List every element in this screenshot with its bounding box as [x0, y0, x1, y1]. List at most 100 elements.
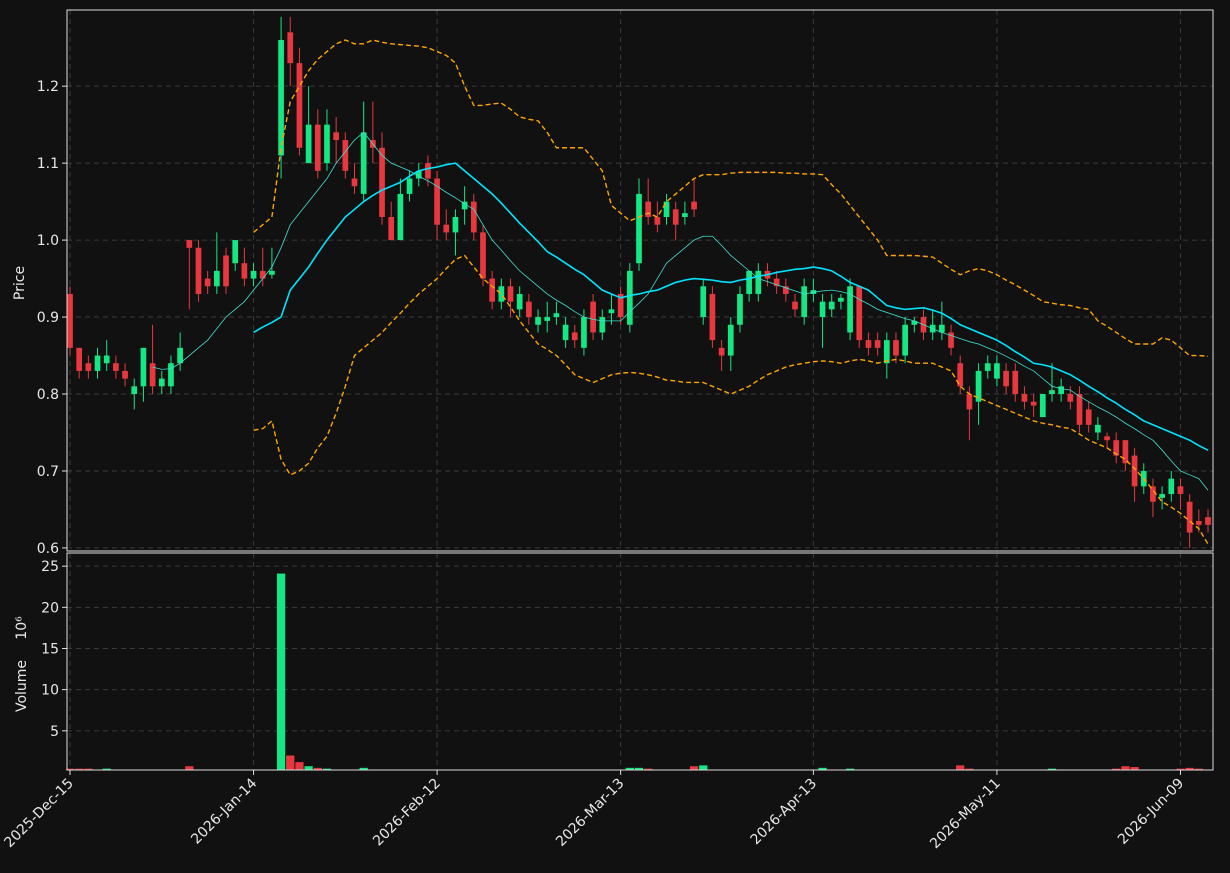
candle-body	[113, 363, 119, 371]
candle-body	[406, 178, 413, 194]
candle-body	[1058, 386, 1065, 395]
candle-body	[966, 394, 973, 410]
y-tick-label: 1.1	[37, 156, 59, 172]
candle-body	[1104, 436, 1110, 441]
candle-body	[645, 201, 652, 218]
candle-body	[314, 124, 321, 171]
candle-body	[553, 313, 560, 318]
candle-body	[296, 63, 303, 148]
candle-body	[1039, 394, 1046, 418]
candle-body	[700, 286, 707, 318]
candle-body	[269, 270, 275, 275]
candle-body	[177, 347, 183, 364]
candle-body	[856, 286, 863, 341]
candle-body	[333, 132, 339, 141]
candle-body	[902, 324, 908, 356]
volume-bar	[644, 768, 653, 770]
candle-body	[819, 301, 826, 318]
candle-body	[452, 217, 459, 233]
candle-body	[1168, 478, 1175, 495]
candle-body	[434, 178, 440, 225]
candle-body	[571, 332, 578, 341]
candle-body	[608, 309, 615, 314]
candle-body	[590, 301, 596, 333]
candle-body	[975, 370, 982, 402]
candle-body	[360, 132, 367, 194]
candle-body	[617, 293, 624, 318]
marks-layer	[65, 16, 1213, 770]
candle-body	[379, 147, 385, 218]
volume-bar	[185, 766, 194, 770]
candle-body	[259, 270, 266, 279]
candle-body	[461, 201, 468, 210]
volume-y-tick-label: 15	[41, 641, 59, 657]
candle-body	[581, 317, 587, 348]
candle-body	[544, 317, 551, 321]
candle-body	[443, 224, 450, 233]
candle-body	[1186, 501, 1193, 533]
candle-body	[1085, 409, 1092, 425]
candle-body	[654, 217, 661, 225]
volume-bar	[956, 765, 965, 770]
volume-bar	[102, 768, 111, 770]
candle-body	[727, 324, 734, 356]
volume-bar	[84, 768, 93, 770]
price-axis-label: Price	[12, 266, 28, 300]
y-tick-label: 0.9	[37, 310, 59, 326]
volume-panel-frame	[66, 552, 1214, 771]
candle-body	[782, 286, 789, 294]
indicator-line	[253, 162, 1209, 451]
candle-body	[131, 386, 138, 395]
candle-body	[516, 293, 523, 310]
volume-bar	[75, 768, 84, 770]
candle-body	[994, 363, 1000, 379]
candle-body	[232, 240, 239, 264]
candle-body	[1021, 394, 1028, 402]
candle-body	[1205, 517, 1211, 525]
volume-bar	[1194, 768, 1203, 770]
candle-body	[480, 232, 486, 279]
candle-body	[85, 363, 92, 371]
candle-body	[1067, 394, 1074, 402]
volume-bar	[634, 767, 644, 770]
candle-body	[158, 378, 165, 387]
volume-bar	[65, 768, 75, 770]
candle-body	[1113, 440, 1120, 456]
candle-body	[626, 270, 633, 325]
volume-bar	[699, 765, 708, 770]
candle-body	[663, 201, 670, 218]
candle-body	[287, 32, 294, 64]
candle-body	[1076, 394, 1083, 425]
candle-body	[1012, 370, 1019, 395]
candle-body	[737, 293, 743, 325]
candle-body	[874, 340, 881, 348]
volume-bar	[286, 755, 295, 770]
candle-body	[342, 140, 349, 171]
candle-body	[792, 301, 798, 310]
candle-body	[76, 347, 83, 371]
candle-body	[186, 240, 193, 248]
volume-bar	[1130, 767, 1139, 770]
volume-scale-label: 10⁶	[14, 616, 30, 640]
y-tick-label: 0.7	[37, 464, 59, 480]
y-tick-label: 1.2	[37, 79, 59, 95]
volume-bar	[1047, 768, 1057, 770]
volume-bar	[276, 573, 286, 770]
candle-body	[278, 40, 284, 156]
volume-bar	[1121, 766, 1130, 770]
candle-body	[489, 278, 496, 302]
candle-body	[1195, 520, 1202, 525]
candle-body	[865, 340, 872, 348]
candle-body	[911, 320, 918, 325]
candle-body	[305, 124, 312, 164]
y-tick-label: 1.0	[37, 233, 59, 249]
volume-bar	[322, 768, 332, 770]
candle-body	[801, 286, 808, 318]
candle-body	[672, 209, 679, 225]
candle-body	[498, 286, 505, 302]
volume-axis-label: Volume	[14, 660, 30, 712]
volume-bar	[304, 766, 313, 770]
candle-body	[562, 324, 569, 341]
candle-body	[773, 278, 780, 287]
